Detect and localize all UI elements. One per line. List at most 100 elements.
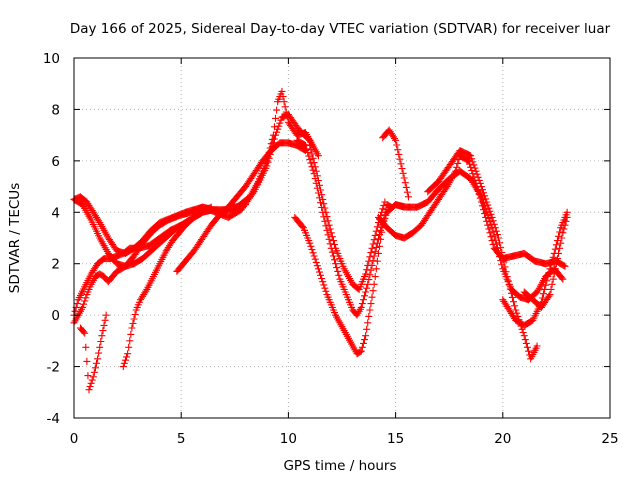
data-point (377, 226, 385, 234)
data-point (274, 125, 282, 133)
data-point (500, 258, 508, 266)
data-point (319, 195, 327, 203)
data-point (298, 222, 306, 230)
data-point (467, 152, 475, 160)
data-point (487, 210, 495, 218)
data-point (99, 327, 107, 335)
data-point (453, 163, 461, 171)
data-point (468, 155, 476, 163)
series-pass-11 (379, 126, 412, 201)
series-pass-14 (424, 147, 541, 363)
data-point (126, 337, 134, 345)
series-pass-5 (76, 311, 110, 394)
data-point (272, 114, 280, 122)
data-point (87, 379, 95, 387)
data-point (397, 160, 405, 168)
data-point (317, 271, 325, 279)
y-tick-label: 6 (51, 154, 60, 170)
data-point (324, 217, 332, 225)
data-point (315, 268, 323, 276)
data-point (489, 228, 497, 236)
data-point (481, 202, 489, 210)
data-point (561, 262, 569, 270)
data-point (485, 204, 493, 212)
x-tick-label: 0 (70, 431, 79, 447)
data-point (522, 339, 530, 347)
data-point (561, 221, 569, 229)
data-point (558, 234, 566, 242)
x-tick-label: 5 (177, 431, 186, 447)
data-point (249, 189, 257, 197)
data-point (559, 275, 567, 283)
data-point (370, 236, 378, 244)
data-point (483, 208, 491, 216)
series-pass-1 (70, 87, 318, 257)
data-point (97, 338, 105, 345)
data-point (511, 302, 519, 310)
data-point (549, 253, 557, 261)
data-point (503, 273, 511, 281)
data-point (312, 258, 320, 266)
data-point (89, 373, 97, 381)
data-point (318, 191, 326, 199)
data-point (395, 150, 403, 158)
data-point (272, 131, 280, 139)
data-point (367, 300, 375, 308)
data-point (553, 255, 561, 263)
data-point (313, 262, 321, 270)
data-point (326, 225, 334, 233)
data-point (381, 198, 389, 206)
data-point (558, 274, 566, 282)
data-point (127, 330, 135, 338)
data-point (504, 277, 512, 285)
data-point (562, 217, 570, 225)
data-point (96, 343, 104, 351)
data-point (370, 252, 378, 260)
data-point (281, 103, 289, 111)
data-point (542, 281, 550, 289)
data-point (555, 249, 563, 257)
data-point (370, 280, 378, 288)
data-point (477, 183, 485, 191)
data-point (484, 201, 492, 209)
data-point (307, 242, 315, 250)
data-point (551, 245, 559, 253)
data-point (369, 240, 377, 248)
data-point (372, 265, 380, 273)
data-point (510, 298, 518, 306)
data-point (541, 285, 549, 293)
data-point (273, 128, 281, 136)
data-point (472, 167, 480, 175)
data-point (507, 289, 515, 297)
data-point (313, 172, 321, 180)
data-point (369, 287, 377, 295)
data-point (545, 292, 553, 300)
x-tick-label: 20 (494, 431, 511, 447)
data-point (321, 284, 329, 292)
x-tick-label: 25 (601, 431, 618, 447)
data-point (82, 343, 90, 351)
data-point (489, 217, 497, 225)
data-point (326, 240, 334, 248)
series-pass-10 (306, 141, 389, 293)
data-point (309, 249, 317, 257)
series-pass-6 (119, 203, 215, 371)
data-point (322, 222, 330, 230)
data-point (309, 154, 317, 162)
data-point (329, 237, 337, 245)
data-point (374, 235, 382, 243)
data-point (270, 135, 278, 143)
data-point (358, 343, 366, 351)
data-point (512, 306, 520, 314)
data-point (398, 165, 406, 173)
data-point (368, 244, 376, 252)
data-point (311, 163, 319, 171)
data-point (480, 189, 488, 197)
y-tick-label: 0 (51, 308, 60, 324)
data-point (306, 156, 314, 164)
data-point (120, 359, 128, 367)
data-point (550, 270, 558, 278)
data-point (548, 257, 556, 265)
data-point (361, 292, 369, 300)
data-point (264, 158, 272, 166)
